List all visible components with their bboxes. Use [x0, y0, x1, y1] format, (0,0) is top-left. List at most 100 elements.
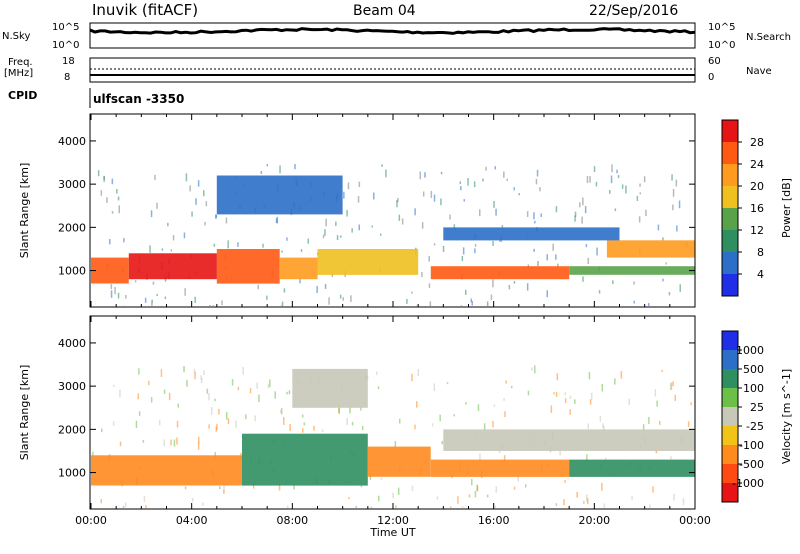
scatter-cell	[656, 400, 658, 407]
scatter-cell	[526, 283, 529, 291]
heatmap-band-1	[128, 253, 217, 280]
colorbar-tick-label: 1000	[736, 344, 764, 357]
scatter-cell	[526, 211, 529, 217]
heatmap-band-8	[443, 227, 620, 241]
scatter-cell	[587, 498, 589, 505]
colorbar-label: Power [dB]	[780, 178, 793, 238]
heatmap-band-4	[569, 459, 695, 477]
scatter-cell	[397, 487, 400, 495]
scatter-cell	[536, 169, 539, 177]
scatter-cell	[116, 189, 118, 194]
colorbar-swatch	[722, 230, 738, 253]
y-tick-label: 4000	[58, 337, 86, 350]
scatter-cell	[486, 494, 489, 498]
power-colorbar: 28 24 20 16 12 8 4 Power [dB]	[721, 119, 793, 297]
scatter-cell	[411, 291, 413, 294]
scatter-cell	[564, 392, 566, 396]
colorbar-frame	[721, 330, 739, 503]
scatter-cell	[479, 209, 481, 217]
scatter-cell	[143, 496, 146, 502]
scatter-cell	[625, 185, 627, 194]
scatter-cell	[555, 254, 557, 260]
beam-title: Beam 04	[353, 3, 416, 19]
scatter-cell	[237, 242, 239, 247]
scatter-cell	[553, 392, 555, 395]
scatter-cell	[414, 208, 416, 216]
scatter-cell	[266, 164, 268, 167]
scatter-cell	[486, 301, 489, 306]
scatter-cell	[221, 300, 223, 306]
cpid-value: ulfscan -3350	[93, 92, 185, 106]
scatter-cell	[156, 202, 158, 209]
scatter-cell	[194, 371, 196, 380]
y-tick-label: 2000	[58, 221, 86, 234]
scatter-cell	[675, 179, 678, 187]
scatter-cell	[638, 216, 641, 223]
scatter-cell	[300, 249, 303, 252]
power-heatmap	[91, 164, 695, 306]
heatmap-band-2	[367, 446, 431, 477]
scatter-cell	[601, 383, 603, 392]
scatter-cell	[474, 490, 477, 498]
scatter-cell	[593, 166, 596, 172]
scatter-cell	[421, 222, 424, 229]
scatter-cell	[576, 491, 578, 498]
colorbar-swatch	[722, 331, 738, 351]
colorbar-swatch	[722, 388, 738, 408]
scatter-cell	[453, 224, 456, 231]
scatter-cell	[540, 213, 542, 217]
scatter-cell	[118, 205, 120, 214]
nsky-panel-frame	[89, 22, 696, 49]
scatter-cell	[280, 408, 283, 415]
scatter-cell	[256, 382, 258, 389]
x-tick-label: 12:00	[377, 514, 409, 527]
scatter-cell	[138, 411, 141, 416]
colorbar-tick-label: 16	[750, 202, 764, 215]
scatter-cell	[534, 220, 536, 224]
scatter-cell	[159, 419, 161, 426]
scatter-cell	[219, 486, 221, 489]
scatter-cell	[555, 503, 558, 506]
scatter-cell	[119, 389, 121, 398]
scatter-cell	[612, 280, 614, 284]
scatter-cell	[160, 369, 163, 377]
scatter-cell	[505, 380, 507, 384]
scatter-cell	[156, 293, 158, 296]
scatter-cell	[628, 398, 630, 405]
scatter-cell	[610, 175, 613, 184]
velocity-x-axis: 00:00 04:00 08:00 12:00 16:00 20:00 00:00 Time …	[75, 316, 711, 539]
scatter-cell	[517, 475, 519, 482]
scatter-cell	[621, 184, 624, 189]
scatter-cell	[531, 367, 533, 371]
scatter-cell	[431, 423, 434, 427]
scatter-cell	[325, 218, 327, 227]
scatter-cell	[679, 284, 681, 292]
scatter-cell	[525, 484, 527, 488]
y-tick-label: 4000	[58, 135, 86, 148]
scatter-cell	[492, 420, 494, 428]
scatter-cell	[501, 225, 504, 229]
scatter-cell	[394, 441, 397, 448]
scatter-cell	[589, 399, 592, 405]
scatter-cell	[378, 495, 380, 502]
scatter-cell	[450, 506, 452, 508]
scatter-cell	[342, 297, 344, 301]
scatter-cell	[494, 505, 496, 508]
scatter-cell	[117, 292, 120, 299]
scatter-cell	[460, 305, 463, 306]
scatter-cell	[203, 190, 205, 197]
scatter-cell	[461, 506, 464, 508]
scatter-cell	[195, 198, 197, 205]
heatmap-band-5	[443, 429, 695, 451]
freq-tick-top: 18	[62, 56, 75, 67]
colorbar-swatch	[722, 274, 738, 297]
scatter-cell	[249, 388, 252, 394]
colorbar-tick-label: 8	[757, 246, 764, 259]
colorbar-swatch	[722, 142, 738, 165]
y-tick-label: 2000	[58, 423, 86, 436]
scatter-cell	[172, 235, 175, 241]
freq-label-1: Freq.	[8, 57, 33, 68]
scatter-cell	[227, 418, 230, 425]
scatter-cell	[674, 394, 676, 402]
scatter-cell	[355, 505, 357, 508]
